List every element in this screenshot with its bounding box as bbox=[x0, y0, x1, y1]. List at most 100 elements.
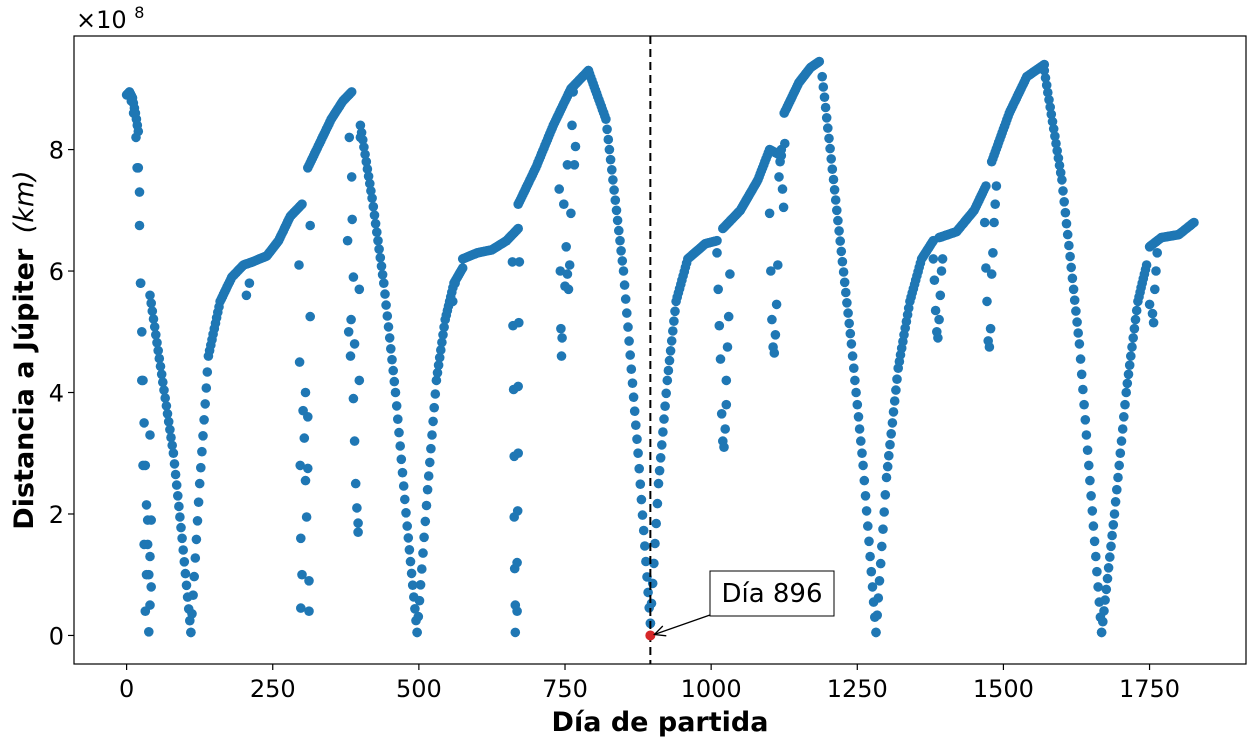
data-point bbox=[567, 120, 577, 131]
data-point bbox=[712, 235, 722, 246]
data-point bbox=[176, 522, 186, 533]
data-point bbox=[1044, 95, 1054, 105]
data-point bbox=[1123, 369, 1134, 380]
data-point bbox=[668, 326, 678, 336]
data-point bbox=[344, 132, 355, 143]
data-point bbox=[832, 205, 842, 216]
data-point bbox=[818, 82, 829, 92]
data-point bbox=[300, 475, 311, 486]
data-point bbox=[438, 330, 448, 340]
data-point bbox=[775, 156, 785, 167]
data-point bbox=[634, 463, 644, 474]
data-point bbox=[610, 195, 621, 205]
data-point bbox=[1043, 87, 1053, 98]
data-point bbox=[1144, 299, 1155, 310]
data-point bbox=[1057, 175, 1067, 185]
data-point bbox=[557, 333, 567, 343]
data-point bbox=[402, 521, 413, 531]
data-point bbox=[619, 280, 630, 290]
data-point bbox=[647, 578, 658, 589]
data-point bbox=[513, 223, 523, 234]
data-point bbox=[566, 208, 576, 219]
data-point bbox=[666, 336, 677, 346]
data-point bbox=[349, 339, 360, 349]
x-tick-label: 500 bbox=[396, 675, 442, 703]
data-point bbox=[873, 593, 884, 603]
data-point bbox=[640, 541, 650, 551]
data-point bbox=[1060, 207, 1071, 218]
data-point bbox=[652, 498, 663, 509]
data-point bbox=[836, 246, 847, 257]
data-point bbox=[884, 450, 894, 461]
data-point bbox=[1122, 378, 1133, 389]
data-point bbox=[651, 518, 661, 529]
data-point bbox=[608, 175, 618, 185]
data-point bbox=[202, 367, 213, 377]
data-point bbox=[155, 361, 166, 372]
data-point bbox=[984, 342, 995, 352]
data-point bbox=[843, 308, 853, 318]
data-point bbox=[1059, 197, 1069, 207]
data-point bbox=[418, 548, 428, 558]
data-point bbox=[427, 430, 437, 440]
data-point bbox=[201, 383, 212, 393]
data-point bbox=[294, 357, 305, 367]
data-point bbox=[404, 545, 415, 555]
data-point bbox=[860, 491, 871, 501]
data-point bbox=[177, 533, 187, 544]
data-point bbox=[721, 399, 732, 410]
y-axis-title-main: Distancia a Júpiter bbox=[9, 248, 40, 530]
data-point bbox=[665, 346, 676, 356]
data-point bbox=[1065, 251, 1075, 262]
data-point bbox=[1105, 552, 1115, 562]
data-point bbox=[421, 500, 432, 511]
data-point bbox=[146, 582, 156, 592]
data-point bbox=[417, 564, 427, 574]
data-point bbox=[1147, 308, 1158, 319]
data-point bbox=[662, 375, 673, 386]
data-point bbox=[556, 323, 566, 334]
data-point bbox=[849, 363, 859, 374]
data-point bbox=[374, 244, 384, 254]
x-tick-label: 250 bbox=[250, 675, 296, 703]
data-point bbox=[828, 174, 839, 185]
data-point bbox=[188, 590, 198, 600]
data-point bbox=[145, 430, 155, 440]
data-point bbox=[514, 317, 524, 328]
data-point bbox=[824, 133, 834, 144]
data-point bbox=[134, 220, 145, 231]
data-point bbox=[871, 627, 881, 638]
data-point bbox=[370, 218, 381, 229]
data-point bbox=[766, 266, 776, 276]
data-point bbox=[664, 355, 675, 366]
data-point bbox=[191, 534, 202, 545]
x-tick-label: 1750 bbox=[1119, 675, 1180, 703]
data-point bbox=[650, 538, 660, 549]
data-point bbox=[556, 351, 567, 361]
data-point bbox=[1112, 484, 1122, 495]
data-point bbox=[723, 311, 734, 322]
data-point bbox=[827, 164, 838, 174]
data-point bbox=[190, 553, 201, 563]
data-point bbox=[513, 381, 523, 392]
data-point bbox=[354, 284, 365, 295]
data-point bbox=[991, 181, 1002, 191]
data-points bbox=[121, 56, 1199, 638]
data-point bbox=[857, 448, 867, 459]
data-point bbox=[131, 132, 141, 143]
data-point bbox=[837, 256, 848, 267]
data-point bbox=[663, 365, 674, 376]
data-point bbox=[193, 497, 204, 508]
data-point bbox=[167, 440, 177, 451]
data-point bbox=[425, 457, 435, 468]
data-point bbox=[390, 387, 401, 398]
data-point bbox=[618, 266, 629, 276]
data-point bbox=[430, 389, 441, 399]
data-point bbox=[1082, 445, 1093, 456]
data-point bbox=[1109, 509, 1120, 519]
data-point bbox=[152, 337, 162, 348]
data-point bbox=[841, 287, 851, 298]
data-point bbox=[834, 226, 844, 236]
data-point bbox=[346, 87, 357, 97]
